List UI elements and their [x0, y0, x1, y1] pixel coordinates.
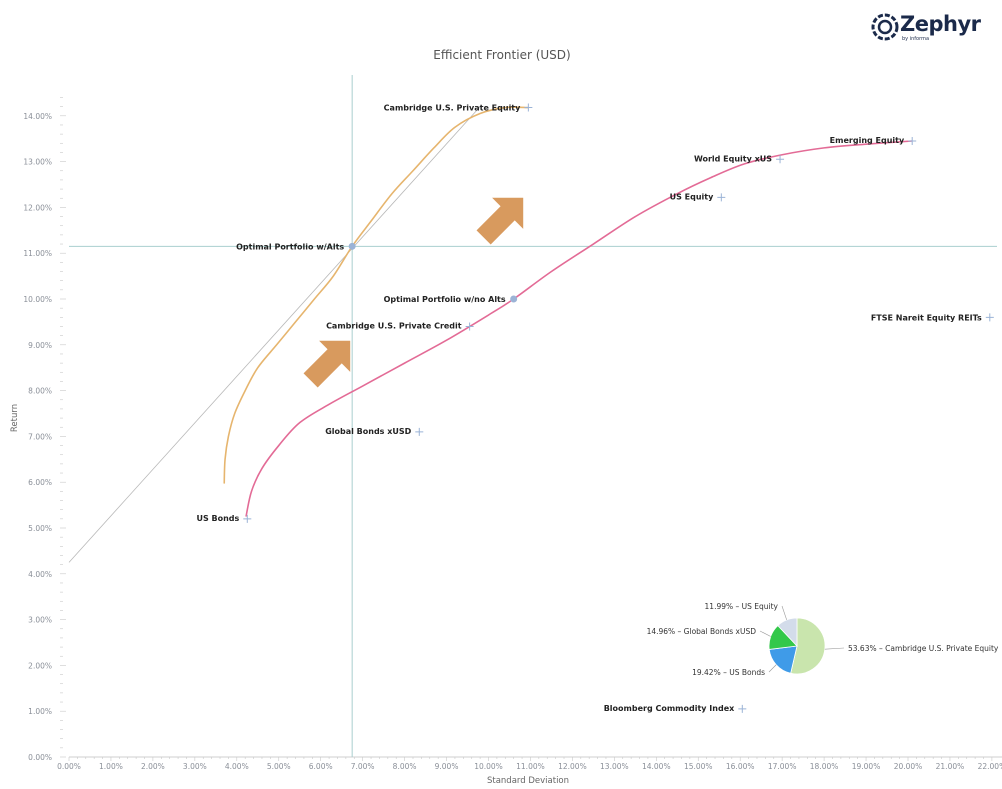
- y-tick-label: 0.00%: [28, 753, 52, 762]
- x-tick-label: 18.00%: [810, 762, 839, 771]
- y-tick-label: 14.00%: [23, 112, 52, 121]
- x-tick-label: 1.00%: [99, 762, 123, 771]
- y-tick-label: 8.00%: [28, 387, 52, 396]
- decorative-arrow-shape: [476, 197, 524, 245]
- x-tick-label: 4.00%: [225, 762, 249, 771]
- decorative-arrow-shape: [303, 340, 351, 388]
- x-tick-label: 19.00%: [852, 762, 881, 771]
- y-tick-label: 11.00%: [23, 249, 52, 258]
- y-tick-label: 10.00%: [23, 295, 52, 304]
- asset-label: Cambridge U.S. Private Credit: [326, 321, 462, 330]
- asset-marker: [415, 427, 424, 436]
- asset-marker: [243, 514, 252, 523]
- zephyr-logo: Zephyr by informa: [870, 12, 981, 46]
- y-tick-label: 1.00%: [28, 707, 52, 716]
- pie-slice-label: 14.96% – Global Bonds xUSD: [647, 627, 757, 636]
- asset-label: US Bonds: [196, 514, 239, 523]
- x-tick-label: 14.00%: [642, 762, 671, 771]
- x-tick-label: 5.00%: [267, 762, 291, 771]
- pie-leader-line: [824, 647, 845, 650]
- asset-marker: [465, 322, 474, 331]
- axes: 0.00% 1.00% 2.00% 3.00% 4.00% 5.00% 6.00% 7.00%…: [23, 97, 1002, 771]
- pie-leader-line: [781, 605, 787, 621]
- x-tick-label: 20.00%: [894, 762, 923, 771]
- pie-slice-label: 53.63% – Cambridge U.S. Private Equity: [848, 644, 999, 653]
- y-tick-label: 3.00%: [28, 616, 52, 625]
- y-tick-label: 6.00%: [28, 478, 52, 487]
- chart-title: Efficient Frontier (USD): [433, 48, 570, 62]
- x-tick-label: 3.00%: [183, 762, 207, 771]
- optimal-portfolio-marker: [348, 242, 356, 250]
- capital-market-line: [68, 106, 481, 563]
- x-tick-label: 6.00%: [309, 762, 333, 771]
- series-layer: [68, 75, 997, 757]
- allocation-pie: 53.63% – Cambridge U.S. Private Equity 19…: [647, 602, 999, 677]
- x-tick-label: 10.00%: [474, 762, 503, 771]
- pie-leader-line: [768, 664, 777, 673]
- x-tick-label: 9.00%: [435, 762, 459, 771]
- brand-name: Zephyr: [900, 12, 981, 36]
- pie-slice-label: 19.42% – US Bonds: [692, 668, 765, 677]
- y-tick-label: 13.00%: [23, 158, 52, 167]
- x-tick-label: 2.00%: [141, 762, 165, 771]
- y-axis-label: Return: [10, 404, 20, 432]
- y-tick-label: 2.00%: [28, 661, 52, 670]
- x-tick-label: 8.00%: [393, 762, 417, 771]
- asset-label: US Equity: [670, 192, 714, 201]
- x-tick-label: 7.00%: [351, 762, 375, 771]
- decorative-arrow: [303, 340, 351, 388]
- x-tick-label: 13.00%: [600, 762, 629, 771]
- x-tick-label: 21.00%: [936, 762, 965, 771]
- asset-label: World Equity xUS: [694, 154, 772, 163]
- asset-marker: [985, 313, 994, 322]
- zephyr-logo-icon: [871, 13, 899, 41]
- pie-slice: [790, 617, 826, 675]
- asset-label: FTSE Nareit Equity REITs: [871, 313, 982, 322]
- optimal-portfolio-label: Optimal Portfolio w/no Alts: [384, 295, 506, 304]
- y-tick-label: 12.00%: [23, 203, 52, 212]
- asset-label: Cambridge U.S. Private Equity: [384, 104, 521, 113]
- y-tick-label: 9.00%: [28, 341, 52, 350]
- asset-label: Global Bonds xUSD: [325, 427, 411, 436]
- asset-label: Emerging Equity: [830, 136, 905, 145]
- asset-marker: [776, 155, 785, 164]
- x-tick-label: 16.00%: [726, 762, 755, 771]
- points-layer: Cambridge U.S. Private Equity Emerging Eq…: [196, 103, 994, 713]
- y-tick-label: 7.00%: [28, 432, 52, 441]
- x-tick-label: 22.00%: [978, 762, 1002, 771]
- x-tick-label: 15.00%: [684, 762, 713, 771]
- pie-slice-label: 11.99% – US Equity: [705, 602, 779, 611]
- y-tick-label: 4.00%: [28, 570, 52, 579]
- x-tick-label: 11.00%: [516, 762, 545, 771]
- x-tick-label: 0.00%: [57, 762, 81, 771]
- asset-marker: [524, 103, 533, 112]
- brand-tagline: by informa: [902, 36, 930, 42]
- asset-marker: [717, 193, 726, 202]
- asset-label: Bloomberg Commodity Index: [604, 704, 735, 713]
- x-axis-label: Standard Deviation: [487, 776, 569, 786]
- x-tick-label: 12.00%: [558, 762, 587, 771]
- optimal-portfolio-marker: [510, 295, 518, 303]
- asset-marker: [908, 136, 917, 145]
- frontier-with-alts-line: [223, 106, 529, 484]
- optimal-portfolio-label: Optimal Portfolio w/Alts: [236, 242, 344, 251]
- x-tick-label: 17.00%: [768, 762, 797, 771]
- y-tick-label: 5.00%: [28, 524, 52, 533]
- asset-marker: [738, 704, 747, 713]
- pie-leader-line: [759, 630, 771, 637]
- decorative-arrow: [476, 197, 524, 245]
- pie-slice: [777, 617, 798, 648]
